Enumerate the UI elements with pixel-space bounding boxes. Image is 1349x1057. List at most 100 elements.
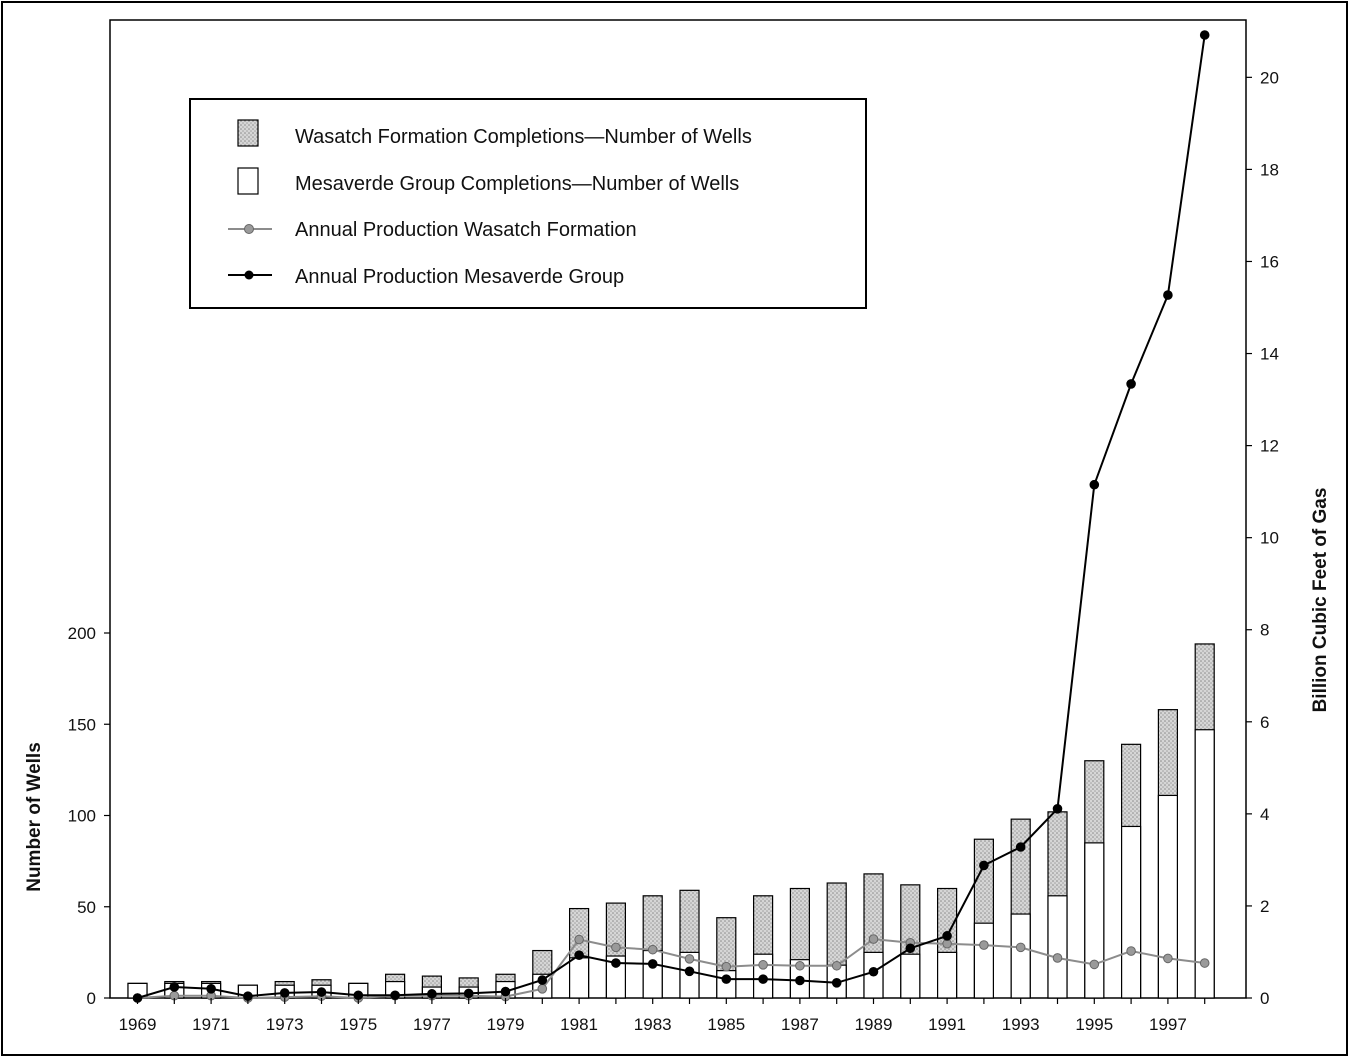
x-tick-label-1991: 1991 [928, 1015, 966, 1034]
y-right-tick-label-4: 4 [1260, 805, 1269, 824]
point-mesaverde-1998 [1199, 30, 1210, 40]
point-mesaverde-1978 [463, 988, 474, 999]
y-right-tick-label-12: 12 [1260, 437, 1279, 456]
y-right-tick-label-6: 6 [1260, 713, 1269, 732]
point-mesaverde-1997 [1163, 290, 1173, 300]
y-left-tick-label-100: 100 [68, 807, 96, 826]
point-mesaverde-1981 [574, 950, 584, 960]
bar-mesaverde-1997 [1157, 794, 1179, 999]
point-wasatch-1992 [979, 940, 989, 950]
point-wasatch-1985 [721, 961, 732, 972]
y-right-tick-label-16: 16 [1260, 252, 1279, 271]
y-left-tick-label-50: 50 [77, 898, 96, 917]
x-tick-label-1983: 1983 [634, 1015, 672, 1034]
y-right-tick-label-10: 10 [1260, 529, 1279, 548]
point-mesaverde-1993 [1015, 842, 1026, 852]
x-tick-label-1977: 1977 [413, 1015, 451, 1034]
legend-swatch-mesaverde-bars [237, 167, 259, 195]
point-wasatch-1980 [537, 983, 548, 994]
point-mesaverde-1991 [942, 931, 952, 941]
point-mesaverde-1985 [721, 974, 732, 984]
point-wasatch-1998 [1199, 958, 1210, 968]
point-mesaverde-1979 [500, 986, 511, 997]
point-wasatch-1994 [1052, 953, 1063, 963]
plot-area [109, 19, 1247, 999]
point-wasatch-1981 [574, 934, 584, 945]
y-right-tick-label-18: 18 [1260, 160, 1279, 179]
x-tick-label-1981: 1981 [560, 1015, 598, 1034]
x-tick-label-1975: 1975 [339, 1015, 377, 1034]
point-wasatch-1996 [1126, 946, 1136, 956]
point-wasatch-1983 [647, 944, 658, 955]
x-tick-label-1973: 1973 [266, 1015, 304, 1034]
bar-mesaverde-1992 [973, 922, 995, 999]
point-mesaverde-1996 [1126, 379, 1136, 389]
bar-mesaverde-1995 [1084, 842, 1105, 999]
x-tick-label-1985: 1985 [707, 1015, 745, 1034]
point-mesaverde-1990 [905, 943, 916, 954]
y-right-tick-label-14: 14 [1260, 345, 1279, 364]
line-wasatch [137, 938, 1205, 1000]
y-right-tick-label-8: 8 [1260, 621, 1269, 640]
point-mesaverde-1986 [758, 974, 768, 984]
point-mesaverde-1983 [647, 959, 658, 969]
point-wasatch-1995 [1089, 959, 1100, 970]
point-mesaverde-1995 [1089, 479, 1100, 490]
x-tick-label-1989: 1989 [855, 1015, 893, 1034]
bar-mesaverde-1991 [936, 951, 958, 999]
bar-mesaverde-1994 [1047, 895, 1068, 999]
legend-swatch-wasatch-bars [237, 119, 259, 147]
point-mesaverde-1982 [611, 958, 621, 968]
point-mesaverde-1987 [795, 975, 805, 986]
legend-label-mesaverde-bars: Mesaverde Group Completions—Number of We… [295, 173, 739, 195]
point-mesaverde-1974 [316, 987, 327, 997]
bar-mesaverde-1981 [568, 957, 590, 999]
point-wasatch-1997 [1163, 953, 1173, 964]
y-left-axis-title: Number of Wells [24, 742, 45, 892]
y-right-axis-title: Billion Cubic Feet of Gas [1310, 488, 1331, 713]
point-wasatch-1982 [611, 942, 621, 953]
bar-mesaverde-1993 [1010, 913, 1031, 999]
point-wasatch-1986 [758, 960, 768, 970]
legend-label-wasatch-bars: Wasatch Formation Completions—Number of … [295, 126, 752, 148]
point-mesaverde-1973 [279, 988, 290, 998]
legend-marker-wasatch-line [244, 224, 254, 234]
legend-label-mesaverde-line: Annual Production Mesaverde Group [295, 266, 624, 288]
point-mesaverde-1992 [979, 860, 989, 871]
y-left-tick-label-0: 0 [87, 989, 96, 1008]
y-left-tick-label-150: 150 [68, 715, 96, 734]
point-mesaverde-1994 [1052, 804, 1063, 814]
point-mesaverde-1988 [831, 978, 842, 988]
y-right-tick-label-2: 2 [1260, 897, 1269, 916]
point-mesaverde-1980 [537, 975, 548, 985]
bar-mesaverde-1990 [900, 953, 921, 999]
x-tick-label-1995: 1995 [1075, 1015, 1113, 1034]
y-right-tick-label-0: 0 [1260, 989, 1269, 1008]
point-wasatch-1991 [942, 938, 952, 949]
point-wasatch-1989 [868, 934, 879, 944]
bar-group [127, 643, 1215, 999]
legend: Wasatch Formation Completions—Number of … [189, 98, 867, 309]
point-mesaverde-1984 [684, 966, 695, 977]
x-tick-label-1979: 1979 [487, 1015, 525, 1034]
point-wasatch-1988 [831, 960, 842, 971]
point-mesaverde-1989 [868, 966, 879, 977]
x-tick-label-1993: 1993 [1002, 1015, 1040, 1034]
legend-label-wasatch-line: Annual Production Wasatch Formation [295, 219, 637, 241]
point-wasatch-1987 [795, 960, 805, 971]
bar-mesaverde-1998 [1194, 729, 1215, 999]
legend-marker-mesaverde-line [244, 270, 254, 280]
x-tick-label-1987: 1987 [781, 1015, 819, 1034]
point-mesaverde-1970 [169, 982, 180, 992]
legend-box [189, 98, 867, 309]
axes-group: 1969 1971 1973 1975 1977 1979 1981 1983 1985 1987… [68, 68, 1279, 1034]
bar-mesaverde-1996 [1120, 825, 1142, 999]
bar-mesaverde-1983 [642, 949, 663, 999]
x-tick-label-1969: 1969 [119, 1015, 157, 1034]
point-wasatch-1984 [684, 954, 695, 964]
line-mesaverde [137, 34, 1206, 999]
point-wasatch-1993 [1015, 942, 1026, 953]
point-mesaverde-1971 [206, 983, 216, 994]
